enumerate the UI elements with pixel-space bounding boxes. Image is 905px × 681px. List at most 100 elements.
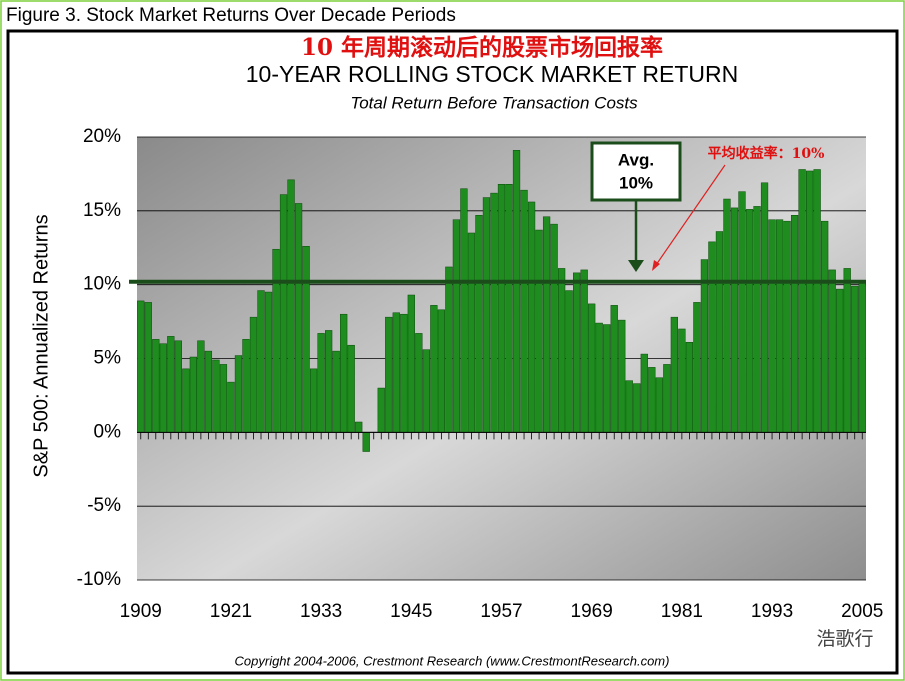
bar xyxy=(798,169,806,433)
bar xyxy=(603,324,611,433)
annotation-arrow-head xyxy=(652,260,660,271)
bar xyxy=(197,340,205,433)
bar xyxy=(595,322,603,433)
bar xyxy=(715,231,724,433)
bar xyxy=(520,189,528,433)
bar xyxy=(430,305,438,433)
bar xyxy=(790,215,799,433)
avg-arrow-head xyxy=(628,260,644,272)
bar xyxy=(512,150,521,433)
bar xyxy=(723,198,731,433)
avg-box xyxy=(590,141,682,202)
bar xyxy=(588,303,596,433)
bar xyxy=(302,246,310,433)
bar xyxy=(264,291,273,433)
bar xyxy=(340,313,348,433)
bar xyxy=(858,281,866,433)
bar xyxy=(182,368,190,433)
bar xyxy=(152,339,160,433)
bar xyxy=(505,184,513,433)
bar xyxy=(219,364,228,433)
bar xyxy=(618,319,626,433)
bar xyxy=(445,266,453,433)
y-tick-label: -5% xyxy=(87,495,121,516)
y-tick-label: 10% xyxy=(83,274,121,295)
bar xyxy=(242,339,250,433)
figure-caption: Figure 3. Stock Market Returns Over Deca… xyxy=(6,5,456,26)
bar xyxy=(678,328,686,433)
x-tick-label: 1909 xyxy=(120,601,162,622)
bar xyxy=(407,294,415,433)
avg-box-label: Avg. xyxy=(618,150,654,169)
bar xyxy=(821,220,829,433)
bar xyxy=(174,340,182,433)
bar xyxy=(685,342,694,433)
x-tick-label: 1921 xyxy=(210,601,252,622)
bar xyxy=(144,302,152,433)
bar xyxy=(730,207,739,433)
watermark: 浩歌行 xyxy=(816,628,873,650)
bar xyxy=(738,191,746,433)
bar xyxy=(497,184,506,433)
bar xyxy=(309,368,318,433)
bar xyxy=(565,290,573,433)
avg-box-label: 10% xyxy=(619,173,653,192)
bar xyxy=(655,377,663,433)
bar xyxy=(377,387,385,433)
bar xyxy=(836,288,844,433)
bar xyxy=(648,367,656,433)
bar xyxy=(813,169,821,433)
bar xyxy=(272,248,280,433)
bar xyxy=(783,220,791,433)
bar xyxy=(227,381,235,433)
y-tick-label: 5% xyxy=(94,348,122,369)
copyright: Copyright 2004-2006, Crestmont Research … xyxy=(235,653,670,668)
bar xyxy=(137,300,145,433)
x-tick-label: 1957 xyxy=(480,601,522,622)
bar xyxy=(249,316,258,433)
bar xyxy=(633,383,641,433)
bar xyxy=(279,194,288,433)
bar xyxy=(535,229,543,433)
bar xyxy=(325,330,333,433)
bar xyxy=(806,170,814,433)
annotation-arrow xyxy=(655,164,726,266)
bar xyxy=(573,272,581,433)
bar xyxy=(460,188,468,433)
bar xyxy=(385,316,393,433)
y-axis-label: S&P 500: Annualized Returns xyxy=(30,214,52,477)
bar xyxy=(745,209,754,433)
bar xyxy=(422,349,430,433)
y-tick-label: 0% xyxy=(94,421,122,442)
bar xyxy=(294,203,303,433)
bar xyxy=(167,336,175,433)
bar xyxy=(753,206,761,433)
bar xyxy=(355,421,363,433)
bar xyxy=(768,219,776,433)
bar xyxy=(700,259,709,433)
chinese-title: 10 年周期滚动后的股票市场回报率 xyxy=(301,34,663,61)
bar xyxy=(415,333,423,433)
bar xyxy=(332,350,340,433)
bar xyxy=(693,302,701,433)
bar xyxy=(475,215,483,433)
bar xyxy=(392,312,400,433)
bar xyxy=(490,192,498,433)
bar xyxy=(347,344,355,433)
x-tick-label: 1933 xyxy=(300,601,342,622)
bar xyxy=(550,223,558,433)
x-tick-label: 1993 xyxy=(751,601,793,622)
x-tick-label: 1981 xyxy=(661,601,703,622)
bar xyxy=(640,353,648,433)
bar xyxy=(610,305,618,433)
y-tick-label: 20% xyxy=(83,126,121,147)
bar xyxy=(257,290,265,433)
x-tick-label: 1969 xyxy=(571,601,613,622)
bar xyxy=(212,359,220,433)
bar xyxy=(400,313,408,433)
bar xyxy=(843,268,851,433)
bar xyxy=(437,309,446,433)
bar xyxy=(362,432,370,452)
bar xyxy=(287,179,295,433)
